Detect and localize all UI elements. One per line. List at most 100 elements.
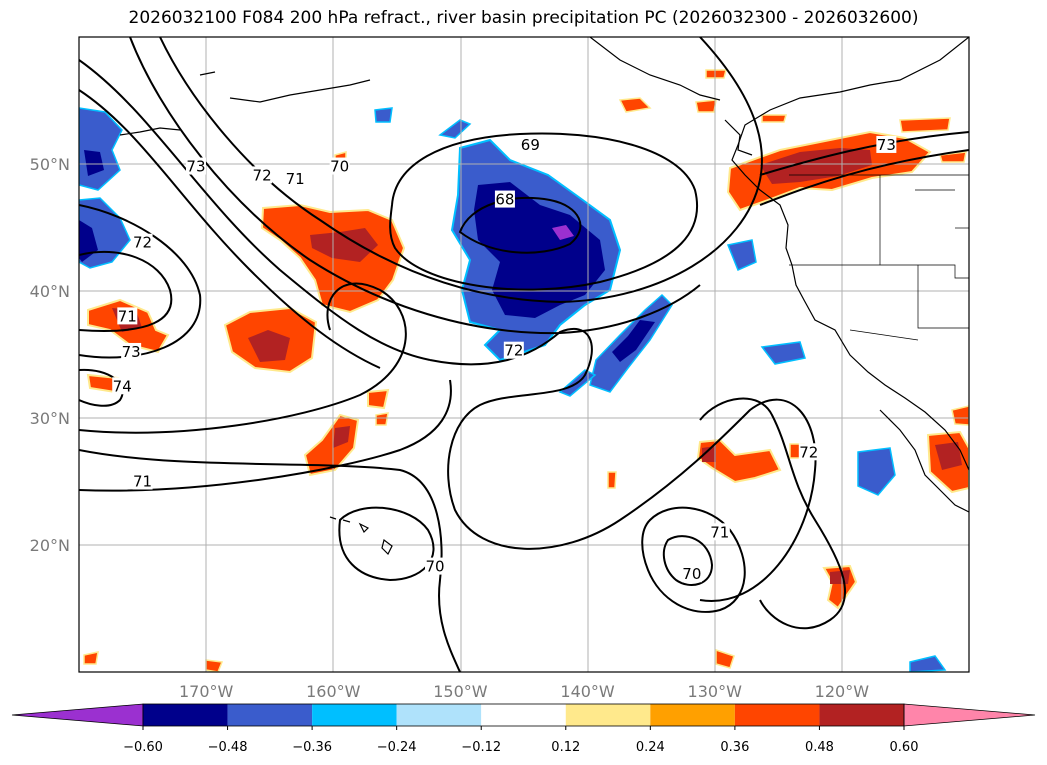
colorbar-tick-label: −0.12 <box>461 740 501 755</box>
contour-70-south <box>79 449 461 672</box>
precip-region <box>607 471 617 489</box>
precip-region <box>695 99 717 113</box>
contour-label-bg <box>117 307 138 325</box>
contour-label-bg <box>185 157 206 175</box>
contour-72-ne <box>759 131 969 176</box>
lon-tick-label: 150°W <box>433 682 488 701</box>
contour-label-bg <box>252 166 273 184</box>
contour-73-lower <box>79 282 407 434</box>
contour-72-upper <box>79 59 431 361</box>
precip-region <box>375 412 389 426</box>
precip-region <box>374 107 393 123</box>
colorbar-tick-label: 0.12 <box>551 740 580 755</box>
contour-71-upper <box>129 37 701 335</box>
contour-label: 68 <box>495 191 514 209</box>
contour-label-bg <box>520 135 541 153</box>
lon-tick-label: 140°W <box>560 682 615 701</box>
contour-label: 72 <box>799 443 818 461</box>
state-borders <box>789 174 969 341</box>
precip-region <box>83 651 99 665</box>
contour-label-bg <box>425 557 445 575</box>
colorbar-tick-label: 0.48 <box>805 740 834 755</box>
colorbar-bin <box>312 704 397 726</box>
contour-label: 71 <box>133 473 152 491</box>
contour-73-ne <box>759 149 969 206</box>
contour-73-upper <box>79 89 381 369</box>
colorbar-tick-label: 0.36 <box>720 740 749 755</box>
contour-label: 71 <box>286 170 305 188</box>
contour-71-east <box>641 506 746 613</box>
contour-label: 70 <box>330 158 349 176</box>
contour-69 <box>389 132 699 291</box>
contour-label-bg <box>709 523 730 541</box>
lat-tick-label: 30°N <box>30 409 70 428</box>
colorbar-extend-low <box>11 703 144 727</box>
colorbar-tick-label: −0.48 <box>208 740 248 755</box>
contour-label-bg <box>121 342 142 360</box>
lon-tick-label: 130°W <box>688 682 743 701</box>
contour-label: 71 <box>118 307 137 325</box>
colorbar-bin <box>481 704 566 726</box>
contour-left-loop <box>79 250 173 332</box>
lon-tick-label: 160°W <box>306 682 361 701</box>
colorbar-tick-label: −0.60 <box>123 740 163 755</box>
contour-label: 73 <box>122 343 141 361</box>
contour-70-island <box>338 506 435 582</box>
contour-label-bg <box>132 233 153 251</box>
contour-68 <box>458 197 582 254</box>
precip-region <box>726 239 757 272</box>
contour-label: 72 <box>133 234 152 252</box>
precip-region <box>438 119 472 139</box>
lat-tick-label: 50°N <box>30 155 70 174</box>
contour-72-east <box>699 397 846 630</box>
precip-fill-layer <box>79 69 969 672</box>
precip-region <box>857 447 896 496</box>
contour-label-bg <box>285 170 306 188</box>
contour-label: 73 <box>877 136 896 154</box>
chart-title: 2026032100 F084 200 hPa refract., river … <box>128 8 919 28</box>
contour-label-bg <box>876 135 897 153</box>
precip-region <box>899 117 951 133</box>
colorbar-tick-label: 0.60 <box>890 740 919 755</box>
lat-axis: 50°N 40°N 30°N 20°N <box>30 155 70 555</box>
precip-region <box>761 114 787 123</box>
contour-label-bg <box>112 377 133 395</box>
lon-tick-label: 120°W <box>815 682 870 701</box>
colorbar-bin <box>396 704 482 726</box>
colorbar-tick-label: −0.24 <box>377 740 417 755</box>
lon-tick-label: 170°W <box>179 682 234 701</box>
contour-label-bg <box>681 565 702 583</box>
contour-left-loop3 <box>79 368 124 407</box>
colorbar-bin <box>650 704 735 726</box>
precip-region <box>612 320 655 362</box>
contour-label: 72 <box>253 166 272 184</box>
colorbar-bin <box>819 704 904 726</box>
colorbar-bin <box>565 704 651 726</box>
colorbar-bin <box>143 704 228 726</box>
precip-region <box>333 426 350 448</box>
contour-71-lower <box>79 379 452 492</box>
contour-label-bg <box>494 190 515 208</box>
precip-region <box>205 659 224 672</box>
colorbar-bin <box>734 704 820 726</box>
contour-labels: 69 68 73 72 71 70 72 71 73 74 72 71 70 71 70 72 73 <box>112 135 897 583</box>
precip-region <box>248 330 290 362</box>
precip-region <box>696 438 782 484</box>
contour-label: 71 <box>710 523 729 541</box>
precip-region <box>935 442 962 470</box>
precip-region <box>474 182 605 318</box>
colorbar-frame <box>142 703 905 727</box>
map-frame <box>78 36 970 673</box>
precip-region <box>760 341 806 365</box>
colorbar-tick-label: 0.24 <box>636 740 665 755</box>
precip-region <box>939 151 967 163</box>
colorbar-extend-high <box>903 703 1036 727</box>
contour-label: 74 <box>113 377 132 395</box>
precip-region <box>552 225 574 240</box>
colorbar-tick-label: −0.36 <box>292 740 332 755</box>
colorbar-bin <box>227 704 313 726</box>
contour-label-bg <box>132 472 153 490</box>
contour-label-bg <box>798 443 819 461</box>
precip-region <box>705 69 727 79</box>
